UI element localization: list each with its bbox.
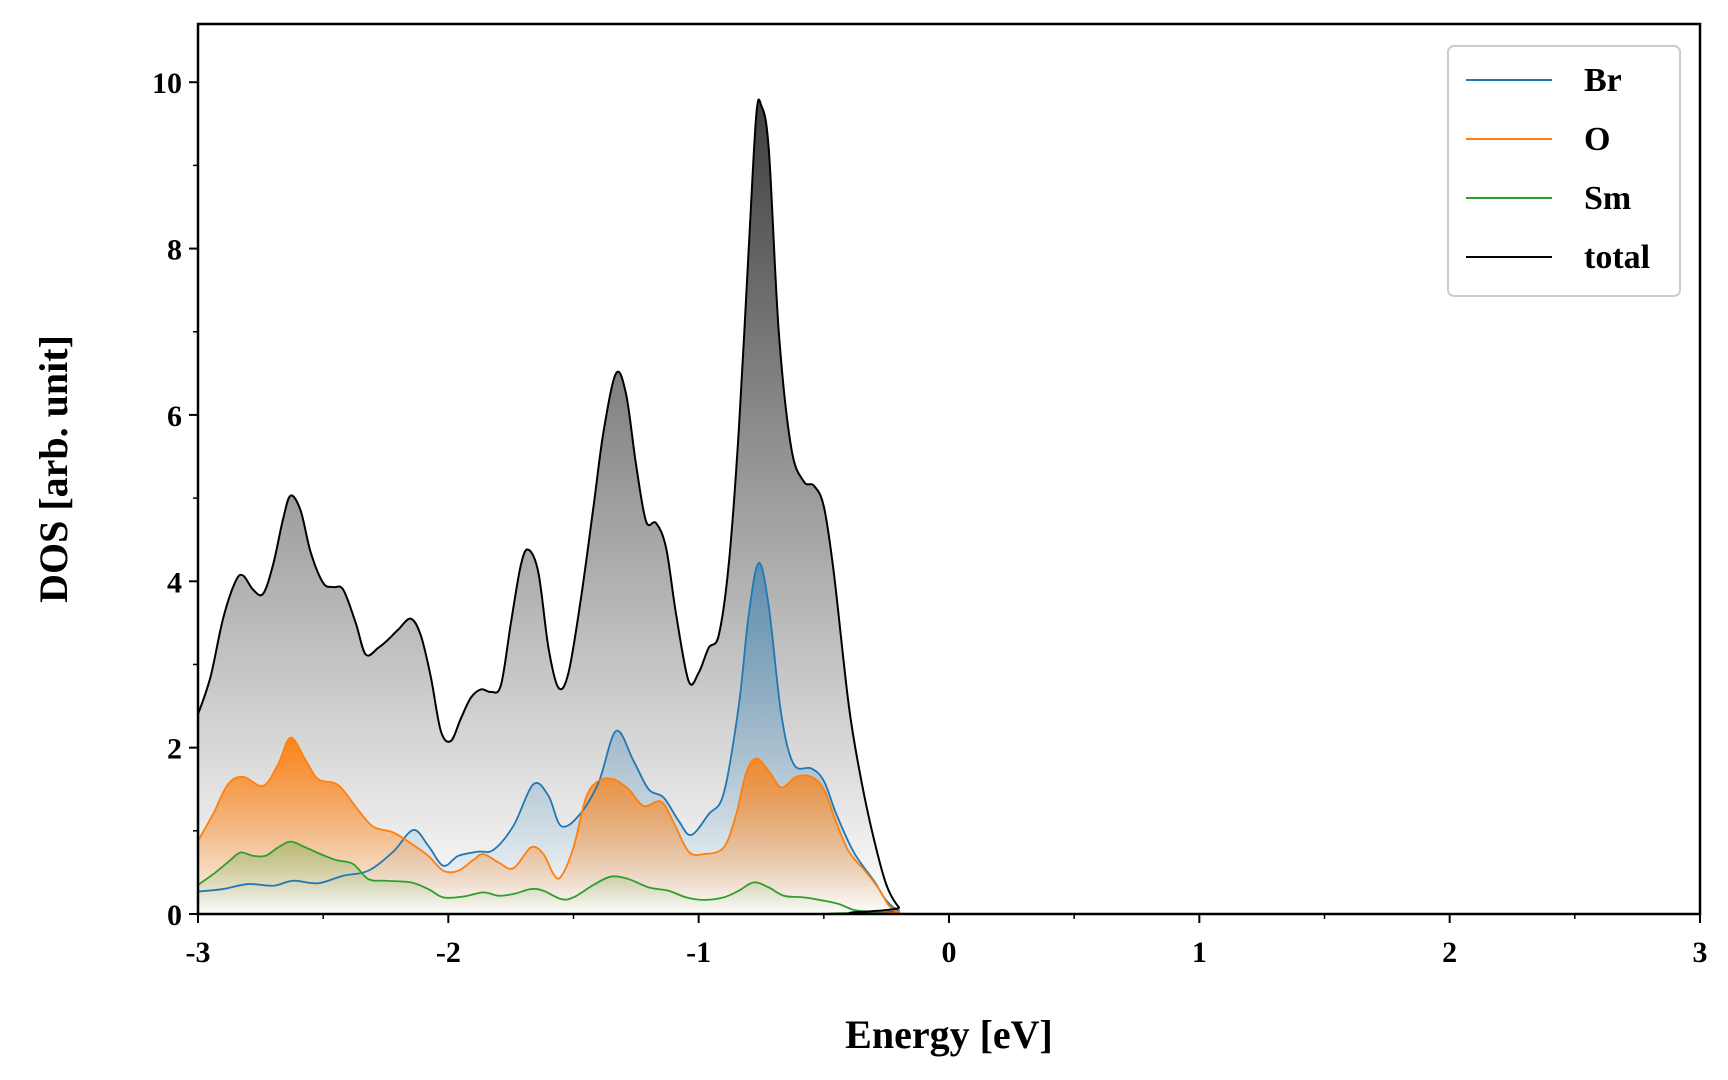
- x-tick-label: -1: [686, 936, 711, 969]
- legend-box: [1447, 45, 1681, 297]
- area-fill-o: [198, 737, 1700, 914]
- y-tick-label: 2: [167, 733, 182, 766]
- x-tick-label: 1: [1192, 936, 1207, 969]
- legend-label-o: O: [1584, 121, 1610, 158]
- area-fill-total: [198, 99, 1700, 914]
- series-line-sm: [198, 840, 1700, 914]
- x-tick-label: -2: [436, 936, 461, 969]
- legend-label-sm: Sm: [1584, 180, 1631, 217]
- area-fill-br: [198, 562, 1700, 914]
- y-tick-label: 8: [167, 234, 182, 267]
- area-fills: [198, 99, 1700, 914]
- y-tick-label: 4: [167, 566, 182, 599]
- y-axis-label: DOS [arb. unit]: [31, 335, 76, 603]
- legend-label-br: Br: [1584, 62, 1622, 99]
- plot-area: [198, 98, 1700, 914]
- x-tick-label: 0: [942, 936, 957, 969]
- legend: Br O Sm total: [1447, 45, 1681, 297]
- y-tick-label: 10: [152, 67, 182, 100]
- x-tick-label: 3: [1693, 936, 1708, 969]
- x-tick-label: -3: [186, 936, 211, 969]
- area-fill-sm: [198, 841, 1700, 914]
- series-line-total: [198, 98, 1700, 914]
- series-lines: [198, 98, 1700, 914]
- y-axis-ticks: 0 2 4 6 8 10: [152, 67, 198, 932]
- legend-label-total: total: [1584, 239, 1650, 276]
- series-line-o: [198, 736, 1700, 914]
- x-tick-label: 2: [1442, 936, 1457, 969]
- y-tick-label: 0: [167, 899, 182, 932]
- y-tick-label: 6: [167, 400, 182, 433]
- x-axis-label: Energy [eV]: [845, 1012, 1053, 1057]
- series-line-br: [198, 562, 1700, 914]
- x-axis-ticks: -3 -2 -1 0 1 2 3: [186, 914, 1708, 969]
